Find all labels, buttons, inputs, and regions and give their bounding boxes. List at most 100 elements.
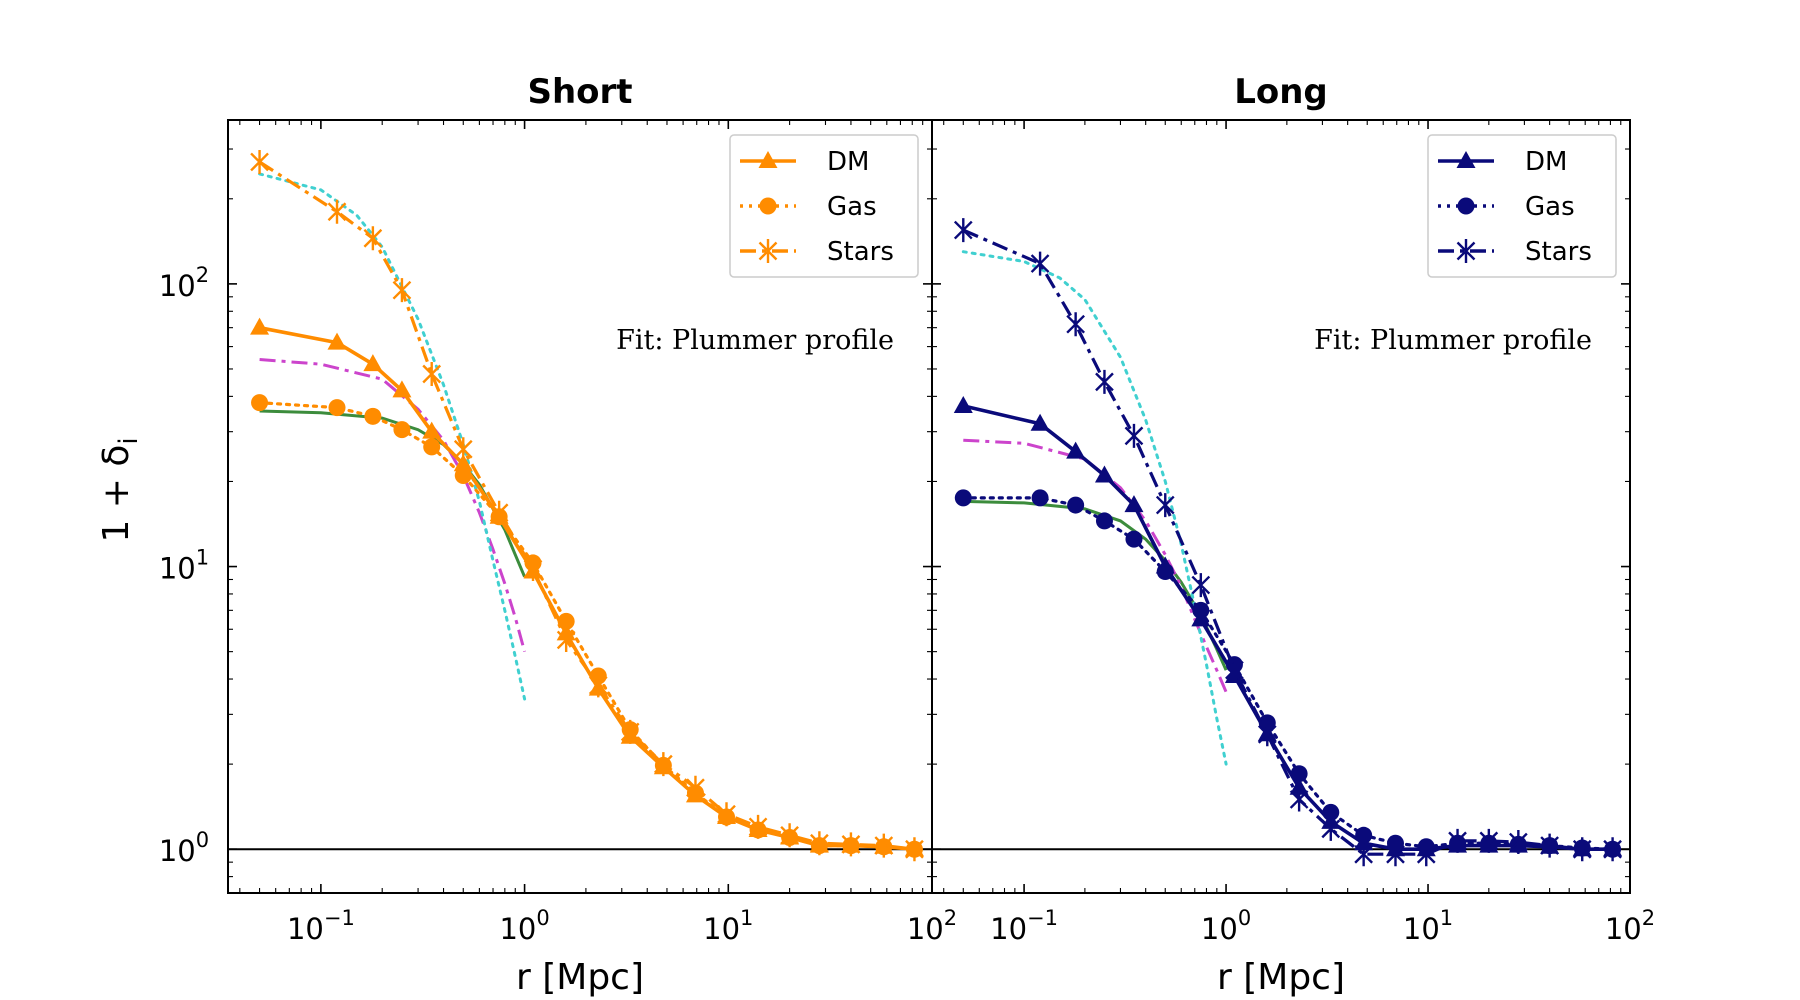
series-stars	[953, 218, 1622, 867]
x-tick-label: 101	[1403, 906, 1453, 946]
tick-base: 10	[159, 552, 196, 586]
data-point	[1322, 803, 1340, 821]
x-axis-label: r [Mpc]	[516, 957, 644, 998]
y-axis-label: 1 + δi	[96, 437, 144, 542]
data-point	[1355, 826, 1373, 844]
legend-marker	[1457, 197, 1475, 215]
data-point	[953, 395, 973, 413]
data-point	[1354, 842, 1373, 867]
legend-marker	[758, 239, 778, 263]
x-tick-label: 100	[499, 906, 549, 946]
data-point	[392, 380, 412, 398]
legend: DM Gas Stars	[729, 134, 919, 278]
panel-title: Short	[527, 72, 632, 112]
data-point	[1125, 530, 1143, 548]
data-point	[364, 407, 382, 425]
series-stars	[250, 149, 924, 862]
axes-frame	[931, 119, 1631, 894]
x-ticks	[943, 120, 1631, 893]
legend-marker	[1456, 151, 1476, 168]
data-point	[393, 421, 411, 439]
legend-label: DM	[1525, 147, 1567, 177]
tick-base: 10	[1605, 912, 1642, 946]
x-axis-label: r [Mpc]	[1217, 957, 1345, 998]
data-point	[1031, 489, 1049, 507]
tick-exponent: 1	[740, 906, 753, 930]
legend-label: Stars	[827, 237, 894, 267]
data-point	[523, 557, 543, 582]
x-tick-label: 10−1	[287, 906, 355, 946]
x-tick-label: 101	[703, 906, 753, 946]
data-point	[1290, 765, 1308, 783]
y-tick-label: 100	[159, 828, 209, 868]
data-point	[780, 823, 799, 848]
tick-exponent: −1	[324, 906, 355, 930]
data-point	[557, 612, 575, 630]
data-point	[1225, 658, 1244, 683]
data-point	[1156, 563, 1174, 581]
tick-exponent: 0	[196, 828, 209, 852]
data-point	[1321, 816, 1341, 841]
data-point	[1030, 413, 1050, 431]
data-point	[686, 775, 705, 800]
x-tick-label: 100	[1201, 906, 1251, 946]
y-ticks	[932, 148, 1630, 894]
legend-label: Stars	[1525, 237, 1592, 267]
data-point	[422, 361, 442, 386]
y-axis-label-main: 1 + δ	[96, 445, 137, 543]
legend-label: DM	[827, 147, 869, 177]
series-line	[962, 228, 1613, 856]
data-point	[1386, 842, 1405, 867]
data-point	[620, 719, 640, 744]
data-point	[953, 218, 973, 243]
data-point	[1289, 787, 1309, 812]
legend: DM Gas Stars	[1427, 134, 1617, 278]
tick-base: 10	[159, 834, 196, 868]
legend-marker	[758, 151, 778, 168]
data-point	[422, 421, 442, 439]
legend-box	[1427, 134, 1617, 278]
x-tick-label: 102	[1605, 906, 1655, 946]
data-point	[250, 149, 269, 174]
data-point	[453, 437, 473, 462]
tick-base: 10	[1201, 912, 1238, 946]
tick-exponent: 2	[196, 263, 209, 287]
data-point	[748, 814, 768, 839]
data-point	[1094, 465, 1114, 483]
legend-marker	[759, 197, 777, 215]
y-tick-label: 102	[159, 263, 209, 303]
tick-exponent: −1	[1027, 906, 1058, 930]
data-point	[1448, 828, 1467, 853]
data-point	[250, 317, 270, 335]
y-tick-label: 101	[159, 546, 209, 586]
data-point	[1479, 828, 1499, 853]
data-point	[1508, 830, 1528, 855]
legend-label: Gas	[827, 192, 877, 222]
tick-base: 10	[703, 912, 740, 946]
x-tick-label: 102	[907, 906, 957, 946]
data-point	[1540, 833, 1559, 858]
data-point	[954, 489, 972, 507]
data-point	[588, 673, 608, 698]
fit-annotation: Fit: Plummer profile	[1314, 325, 1592, 356]
data-point	[454, 466, 472, 484]
fit-annotation: Fit: Plummer profile	[616, 325, 894, 356]
fit-dm-curve	[963, 438, 1228, 693]
data-point	[392, 278, 412, 303]
fit-dm-curve	[259, 358, 527, 652]
tick-base: 10	[499, 912, 536, 946]
tick-exponent: 2	[1642, 906, 1655, 930]
tick-exponent: 0	[1238, 906, 1251, 930]
data-point	[905, 837, 924, 862]
data-point	[1603, 837, 1622, 862]
x-ticks	[239, 120, 933, 893]
data-point	[1066, 441, 1086, 459]
x-tick-label: 10−1	[990, 906, 1058, 946]
tick-exponent: 1	[196, 546, 209, 570]
data-point	[556, 627, 576, 652]
data-point	[1289, 777, 1309, 795]
data-point	[423, 438, 441, 456]
